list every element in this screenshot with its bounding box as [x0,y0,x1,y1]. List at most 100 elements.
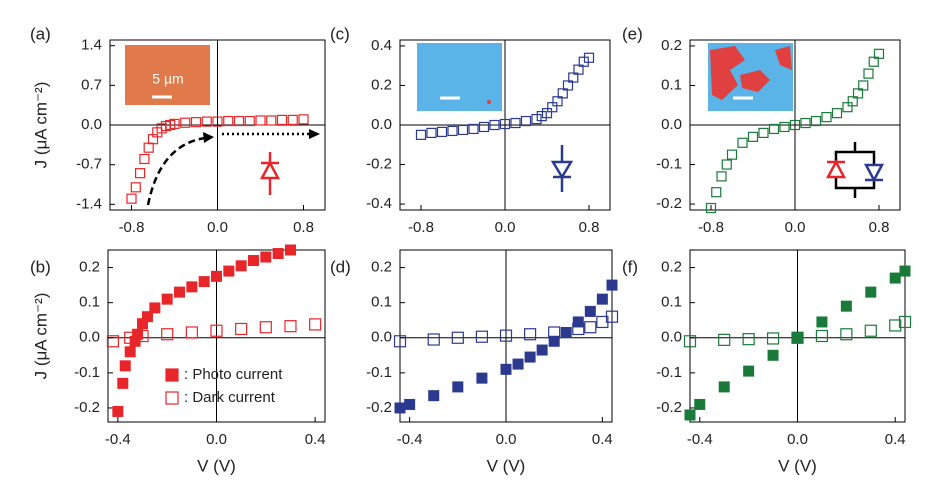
marker [536,344,548,356]
marker [426,127,437,139]
panel-label: (c) [330,24,350,43]
y-tick-label: 0.0 [79,329,100,346]
marker [889,272,901,284]
marker [298,114,309,125]
y-tick-label: 0.2 [661,259,682,276]
inset-feature [710,46,792,100]
marker [447,125,458,137]
marker [284,244,296,256]
y-tick-label: -0.1 [656,364,682,381]
y-tick-label: 0.1 [661,76,682,93]
marker [512,358,524,370]
y-axis-label: J (μA cm⁻²) [31,293,50,380]
marker [247,255,259,267]
x-tick-label: -0.4 [397,431,423,448]
marker [789,119,801,131]
marker [210,324,223,337]
marker [136,329,149,343]
marker [427,333,440,346]
marker [233,115,245,127]
y-tick-label: 0.0 [81,116,102,133]
marker [899,265,911,277]
marker [119,360,131,372]
inset-image [125,45,210,105]
marker [284,320,297,333]
marker [161,328,174,341]
marker [117,377,129,389]
marker [428,390,440,402]
marker [260,251,272,263]
marker [541,108,553,119]
y-tick-label: 0.2 [661,37,682,54]
marker [476,372,488,384]
panel-label: (f) [622,257,638,276]
marker [212,116,223,127]
arrows [146,129,320,206]
marker [523,328,537,341]
panel-label: (a) [30,24,51,43]
legend-marker [165,368,179,382]
marker [500,363,512,375]
marker [767,349,779,361]
marker [451,331,464,344]
y-tick-label: -0.2 [366,156,392,173]
marker [815,329,829,343]
legend-label: : Photo current [184,366,283,383]
diode-symbols [259,142,885,198]
marker [415,129,427,140]
y-tick-label: 0.1 [371,294,392,311]
x-tick-label: -0.8 [408,219,434,236]
marker [852,88,864,99]
x-axis-label: V (V) [487,456,526,475]
marker [457,124,469,136]
marker [605,310,619,323]
marker [130,182,141,193]
marker [847,96,858,107]
marker [201,116,212,127]
y-tick-label: 0.1 [79,294,100,311]
y-axis-label: J (μA cm⁻²) [31,82,50,169]
marker [272,248,284,260]
y-tick-label: 0.1 [661,294,682,311]
x-tick-label: -0.8 [119,219,145,236]
marker [572,316,584,328]
x-axis-label: V (V) [197,456,236,475]
marker [718,333,731,346]
marker [287,114,298,126]
marker [737,137,748,148]
x-tick-label: 0.8 [869,219,890,236]
marker [143,142,154,153]
panel: -0.4 0.0 0.4 0.2 0.1 0.0 -0.1 -0.2: Photo curre… [30,244,326,475]
marker [758,127,769,139]
marker [865,286,877,298]
arrow-head [309,129,320,139]
marker [816,316,828,328]
arrow-head [203,132,214,143]
marker [255,115,266,126]
marker [858,80,869,91]
marker [124,346,136,358]
marker [198,276,210,288]
marker [791,331,804,344]
marker [810,115,822,127]
marker [726,149,738,160]
marker [468,123,479,135]
diode [863,163,885,183]
y-tick-label: -0.2 [656,399,682,416]
marker [180,117,191,128]
y-tick-label: -0.4 [366,195,392,212]
marker [583,52,595,63]
y-tick-label: 0.2 [371,76,392,93]
marker [864,324,877,337]
marker [863,68,874,79]
y-tick-label: 0.0 [661,116,682,133]
marker [475,330,489,343]
marker [186,281,198,293]
marker [244,115,255,127]
marker [898,315,912,329]
marker [584,305,596,317]
marker [840,300,852,312]
marker [792,332,803,344]
panel: -0.8 0.0 0.8 0.2 0.1 0.0 -0.1 -0.2 (e) [622,24,901,236]
